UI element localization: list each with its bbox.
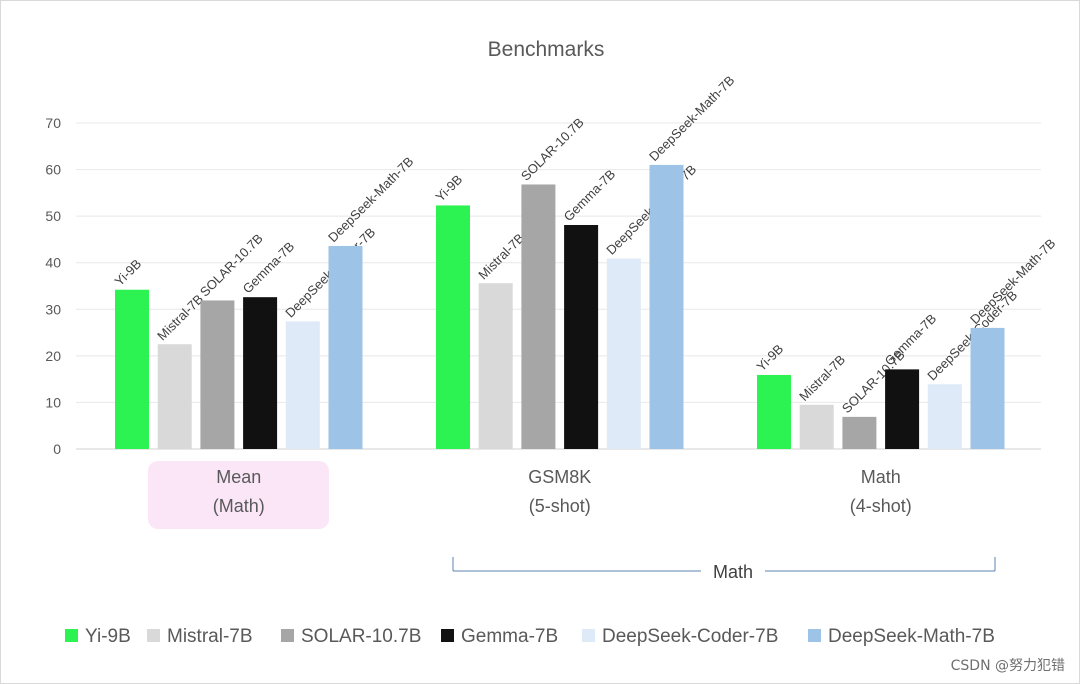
- bar: [927, 384, 962, 449]
- bar-label: SOLAR-10.7B: [518, 115, 587, 184]
- y-tick-label: 50: [45, 208, 61, 224]
- bar: [757, 374, 791, 449]
- bar: [970, 327, 1005, 449]
- bar: [478, 283, 513, 449]
- bar-label: Yi-9B: [754, 341, 787, 374]
- x-category-sublabel: (Math): [213, 496, 265, 516]
- bar-label: DeepSeek-Math-7B: [646, 73, 737, 164]
- y-tick-label: 0: [53, 441, 61, 457]
- bar: [606, 258, 641, 449]
- y-tick-label: 70: [45, 115, 61, 131]
- legend-label: Yi-9B: [85, 626, 131, 647]
- legend-swatch: [65, 629, 78, 642]
- x-category-label: GSM8K: [528, 467, 591, 487]
- bar-label: Yi-9B: [112, 256, 145, 289]
- y-tick-label: 40: [45, 255, 61, 271]
- bar: [157, 344, 192, 449]
- legend-label: DeepSeek-Coder-7B: [602, 626, 778, 647]
- bar: [243, 297, 278, 449]
- legend-swatch: [441, 629, 454, 642]
- bar: [842, 416, 877, 449]
- bracket-label: Math: [713, 562, 753, 582]
- x-category-label: Math: [861, 467, 901, 487]
- legend-swatch: [582, 629, 595, 642]
- bar: [115, 289, 149, 449]
- bar-label: Gemma-7B: [561, 167, 619, 225]
- y-tick-label: 60: [45, 162, 61, 178]
- legend-label: SOLAR-10.7B: [301, 626, 421, 647]
- legend-label: Mistral-7B: [167, 626, 253, 647]
- watermark: CSDN @努力犯错: [950, 658, 1065, 674]
- bar: [328, 245, 363, 449]
- legend-swatch: [808, 629, 821, 642]
- bar: [521, 184, 556, 449]
- category-highlight-box: [148, 461, 329, 529]
- bar-label: Mistral-7B: [796, 352, 848, 404]
- bar: [436, 205, 470, 449]
- y-tick-label: 10: [45, 394, 61, 410]
- bar: [885, 369, 920, 449]
- bar: [649, 164, 684, 449]
- legend-swatch: [281, 629, 294, 642]
- bar: [200, 300, 235, 449]
- legend-label: DeepSeek-Math-7B: [828, 626, 995, 647]
- x-category-sublabel: (5-shot): [529, 496, 591, 516]
- y-tick-label: 30: [45, 301, 61, 317]
- chart-title: Benchmarks: [488, 38, 605, 61]
- y-tick-label: 20: [45, 348, 61, 364]
- bar-label: Gemma-7B: [882, 311, 940, 369]
- legend-swatch: [147, 629, 160, 642]
- bar: [285, 321, 320, 449]
- bar: [799, 404, 834, 449]
- bar-label: Mistral-7B: [154, 291, 206, 343]
- bar: [564, 224, 599, 449]
- bar-label: Yi-9B: [433, 172, 466, 205]
- x-category-sublabel: (4-shot): [850, 496, 912, 516]
- x-category-label: Mean: [216, 467, 261, 487]
- bar-label: Mistral-7B: [475, 230, 527, 282]
- legend-label: Gemma-7B: [461, 626, 558, 647]
- bar-label: DeepSeek-Math-7B: [967, 236, 1058, 327]
